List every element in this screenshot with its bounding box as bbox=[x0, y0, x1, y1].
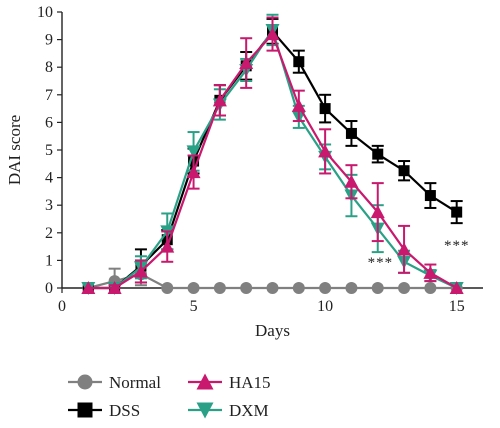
legend-label-ha15: HA15 bbox=[229, 373, 271, 392]
series-layer bbox=[81, 13, 464, 295]
normal-point bbox=[161, 282, 174, 294]
ha15-point bbox=[318, 144, 333, 158]
x-tick-label: 5 bbox=[190, 298, 198, 315]
ha15-point bbox=[449, 281, 464, 294]
legend-marker-dss bbox=[77, 402, 93, 418]
legend-item-dxm: DXM bbox=[188, 401, 269, 420]
y-tick-label: 7 bbox=[45, 87, 53, 104]
normal-point bbox=[319, 282, 332, 294]
ha15-point bbox=[344, 174, 359, 188]
significance-marker: *** bbox=[368, 255, 394, 271]
annotations: ********* bbox=[368, 238, 470, 271]
normal-point bbox=[213, 282, 226, 294]
x-tick-label: 15 bbox=[449, 298, 465, 315]
y-tick-label: 1 bbox=[45, 252, 53, 269]
y-axis-label: DAI score bbox=[5, 115, 24, 185]
axes: 0 1 2 3 4 5 6 7 8 9 10 0 5 10 15 bbox=[37, 4, 483, 315]
ha15-point bbox=[423, 265, 438, 279]
normal-point bbox=[398, 282, 411, 294]
ha15-point bbox=[370, 205, 385, 219]
normal-point bbox=[187, 282, 200, 294]
dxm-point bbox=[186, 145, 201, 159]
legend-marker-dxm bbox=[196, 402, 214, 419]
significance-marker: *** bbox=[444, 238, 470, 254]
y-tick-label: 8 bbox=[45, 59, 53, 76]
legend: Normal DSS HA15 DXM bbox=[68, 373, 271, 420]
y-tick-label: 2 bbox=[45, 225, 53, 242]
legend-label-dxm: DXM bbox=[229, 401, 269, 420]
normal-point bbox=[371, 282, 384, 294]
legend-item-ha15: HA15 bbox=[188, 373, 271, 392]
ha15-point bbox=[239, 56, 254, 70]
y-tick-label: 5 bbox=[45, 142, 53, 159]
normal-point bbox=[345, 282, 358, 294]
normal-point bbox=[424, 282, 437, 294]
legend-label-dss: DSS bbox=[109, 401, 140, 420]
y-tick-label: 6 bbox=[45, 114, 53, 131]
dss-point bbox=[293, 56, 305, 68]
legend-item-dss: DSS bbox=[68, 401, 140, 420]
ha15-point bbox=[265, 27, 280, 41]
legend-marker-ha15 bbox=[196, 373, 214, 390]
normal-point bbox=[240, 282, 253, 294]
x-tick-label: 10 bbox=[317, 298, 333, 315]
legend-item-normal: Normal bbox=[68, 373, 161, 392]
ha15-point bbox=[291, 98, 306, 112]
legend-label-normal: Normal bbox=[109, 373, 161, 392]
normal-point bbox=[266, 282, 279, 294]
y-tick-label: 3 bbox=[45, 197, 53, 214]
dss-point bbox=[319, 103, 331, 115]
y-tick-label: 9 bbox=[45, 32, 53, 49]
legend-marker-normal bbox=[77, 374, 93, 390]
dss-point bbox=[451, 206, 463, 218]
y-tick-label: 10 bbox=[37, 4, 53, 21]
y-tick-label: 4 bbox=[45, 170, 53, 187]
ha15-point bbox=[160, 239, 175, 253]
dss-point bbox=[424, 190, 436, 202]
y-tick-label: 0 bbox=[45, 280, 53, 297]
ha15-point bbox=[81, 281, 96, 294]
ha15-point bbox=[186, 165, 201, 179]
series-ha15 bbox=[81, 16, 464, 294]
ha15-point bbox=[397, 242, 412, 256]
ha15-point bbox=[133, 264, 148, 278]
x-axis-label: Days bbox=[255, 321, 290, 340]
normal-point bbox=[292, 282, 305, 294]
x-tick-label: 0 bbox=[58, 298, 66, 315]
ha15-point bbox=[107, 281, 122, 294]
ha15-point bbox=[212, 93, 227, 107]
dss-point bbox=[372, 148, 384, 160]
dss-point bbox=[398, 165, 410, 177]
dss-point bbox=[345, 127, 357, 139]
